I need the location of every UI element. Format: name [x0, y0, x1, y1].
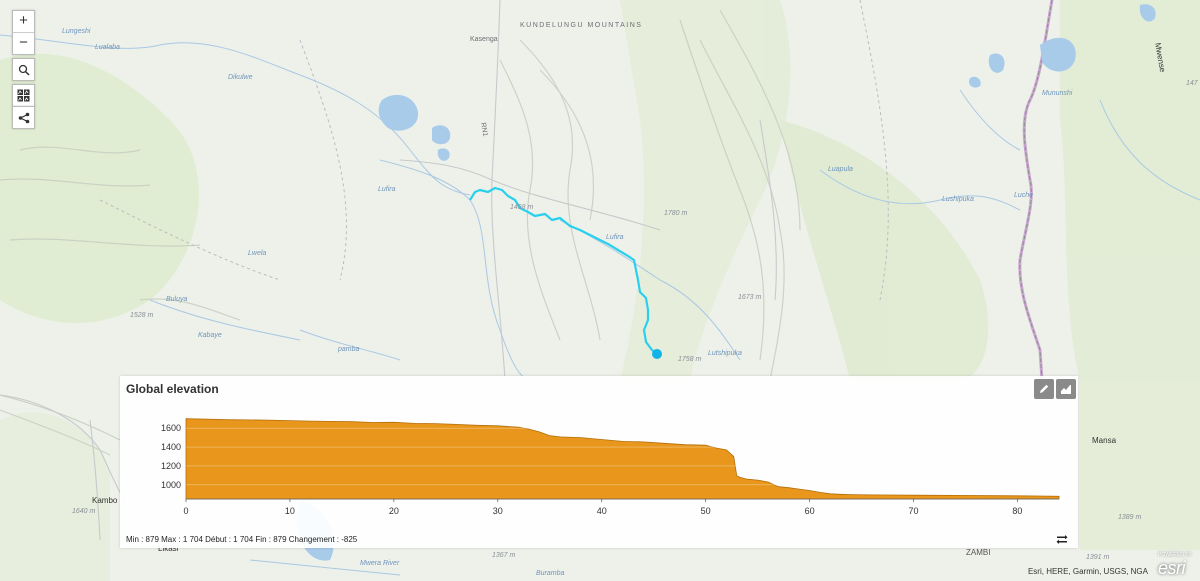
map-label-elev-1528: 1528 m [130, 312, 154, 319]
elevation-area[interactable] [185, 418, 1060, 500]
map-label-elev-1391: 1391 m [1086, 554, 1110, 561]
search-icon [18, 64, 30, 76]
map-label-lutshipuka: Lutshipuka [708, 350, 742, 357]
map-label-lushipuka: Lushipuka [942, 196, 974, 203]
x-tick-label: 30 [493, 506, 503, 516]
map-label-lwela: Lwela [248, 250, 267, 257]
map-label-elev-1640: 1640 m [72, 508, 96, 515]
map-label-likasi: Likasi [158, 544, 179, 553]
map-attribution: Esri, HERE, Garmin, USGS, NGA [1027, 567, 1148, 576]
x-tick-label: 60 [805, 506, 815, 516]
route-track [469, 186, 658, 355]
elevation-profile-panel: 1000 1200 1400 1600 0 10 20 30 40 50 60 70 80 Global… [120, 376, 1078, 548]
draw-profile-button[interactable] [1034, 379, 1054, 399]
route-end-marker[interactable] [652, 349, 662, 359]
profile-options-button[interactable] [1056, 379, 1076, 399]
share-button[interactable] [12, 106, 35, 129]
elevation-statistics: Min : 879 Max : 1 704 Début : 1 704 Fin … [126, 535, 358, 544]
elevation-title: Global elevation [126, 382, 219, 396]
powered-by-label: POWERED BY [1158, 552, 1192, 558]
map-label-dikulwe: Dikulwe [228, 74, 253, 81]
map-label-mununshi: Mununshi [1042, 90, 1073, 97]
rivers [0, 34, 1200, 576]
y-tick-label: 1200 [161, 461, 181, 471]
x-tick-label: 80 [1012, 506, 1022, 516]
admin-boundaries [99, 0, 889, 301]
elevation-chart[interactable]: 1000 1200 1400 1600 0 10 20 30 40 50 60 70 80 [120, 376, 1078, 526]
map-label-kambo: Kambo [92, 496, 118, 505]
x-tick-label: 10 [285, 506, 295, 516]
mountain-label: KUNDELUNGU MOUNTAINS [520, 22, 643, 29]
map-label-lungeshi: Lungeshi [62, 28, 91, 35]
zoom-control: + − [12, 10, 35, 55]
map-label-kabaye: Kabaye [198, 332, 222, 339]
map-label-lufira: Lufira [378, 186, 396, 193]
zoom-in-button[interactable]: + [19, 12, 28, 29]
pencil-icon [1040, 384, 1049, 393]
flip-profile-button[interactable] [1056, 532, 1068, 550]
map-label-lufira-2: Lufira [606, 234, 624, 241]
search-button[interactable] [12, 58, 35, 81]
map-label-zambia: ZAMBI [966, 548, 991, 557]
map-label-elev-1780: 1780 m [664, 210, 688, 217]
map-label-buramba: Buramba [536, 570, 565, 577]
profile-chart-icon [1061, 385, 1071, 394]
basemap-gallery-icon [17, 89, 30, 102]
map-label-elev-1389: 1389 m [1118, 514, 1142, 521]
map-label-buluya: Buluya [166, 296, 188, 303]
map-label-lualaba: Lualaba [95, 44, 120, 51]
zoom-out-button[interactable]: − [13, 32, 34, 54]
share-icon [18, 112, 29, 123]
map-label-mwera: Mwera River [360, 560, 400, 567]
x-tick-label: 40 [597, 506, 607, 516]
y-tick-label: 1600 [161, 423, 181, 433]
map-label-mansa: Mansa [1092, 436, 1117, 445]
x-tick-label: 50 [701, 506, 711, 516]
map-label-luapula: Luapula [828, 166, 853, 173]
terrain-ridges [0, 9, 801, 456]
x-tick-label: 70 [908, 506, 918, 516]
map-label-pamba: pamba [338, 346, 360, 353]
map-label-elev-1673: 1673 m [738, 294, 762, 301]
x-tick-label: 20 [389, 506, 399, 516]
map-label-elev-147: 147 [1186, 80, 1198, 87]
esri-logo: esri [1158, 558, 1186, 578]
x-tick-label: 0 [183, 506, 188, 516]
map-label-elev-1367: 1367 m [492, 552, 516, 559]
y-tick-label: 1000 [161, 480, 181, 490]
swap-icon [1056, 535, 1068, 544]
map-label-kasenga: Kasenga [470, 36, 498, 43]
basemap-gallery-button[interactable] [12, 84, 35, 107]
map-label-elev-1458: 1458 m [510, 204, 534, 211]
map-label-elev-1758: 1758 m [678, 356, 702, 363]
map-label-luche: Luche [1014, 192, 1034, 199]
y-tick-label: 1400 [161, 442, 181, 452]
